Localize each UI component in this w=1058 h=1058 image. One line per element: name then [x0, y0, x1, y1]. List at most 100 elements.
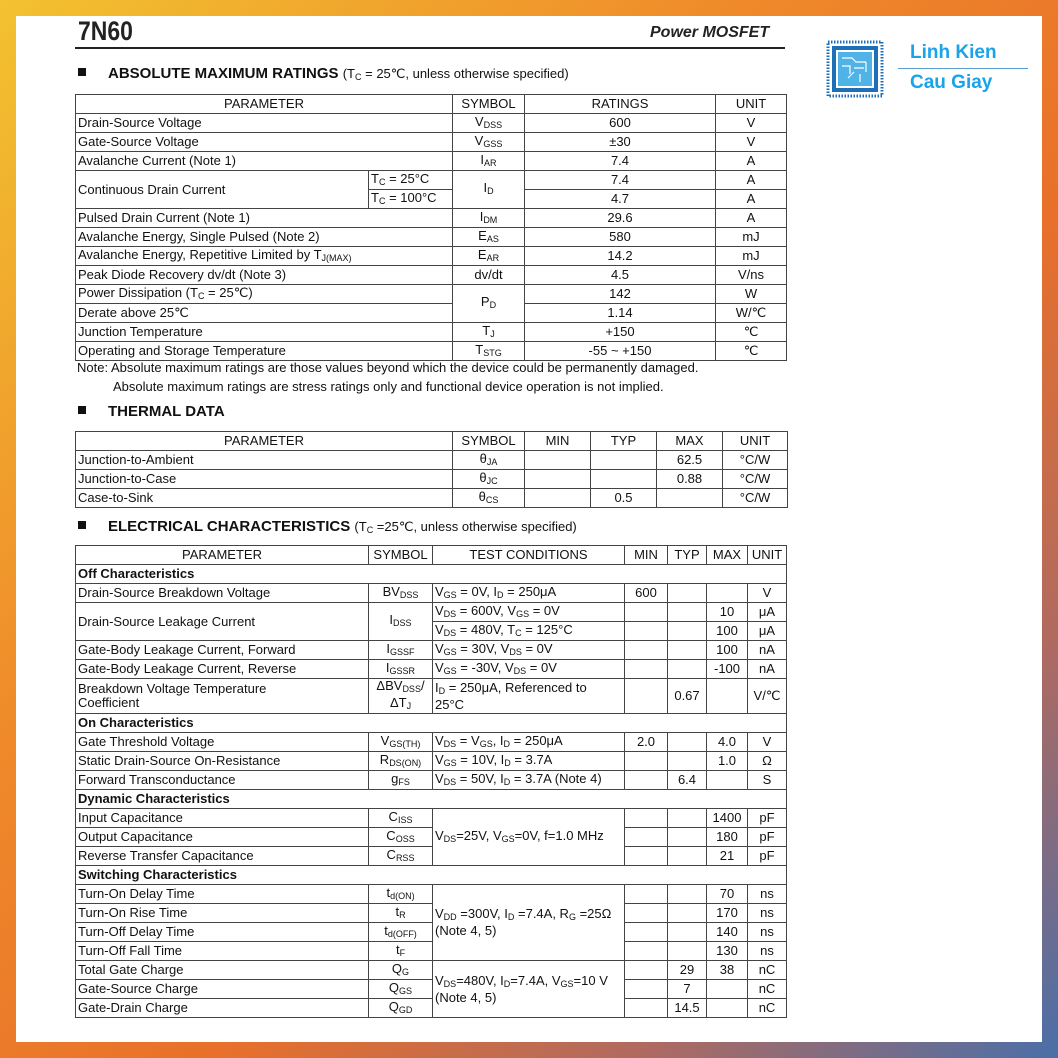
table-cell: S — [747, 770, 787, 790]
thermal-row: Case-to-Sink θCS 0.5 °C/W — [75, 488, 788, 508]
table-cell: pF — [747, 846, 787, 866]
table-cell: Input Capacitance — [75, 808, 369, 828]
electrical-row: Static Drain-Source On-Resistance RDS(ON)… — [75, 751, 787, 771]
table-cell: Derate above 25℃ — [75, 303, 453, 323]
table-cell: ±30 — [524, 132, 716, 152]
bullet-square-icon — [78, 521, 86, 529]
table-cell: 62.5 — [656, 450, 723, 470]
table-cell: VDD =300V, ID =7.4A, RG =25Ω (Note 4, 5) — [432, 884, 625, 961]
table-cell: μA — [747, 621, 787, 641]
table-cell — [624, 998, 668, 1018]
table-cell — [706, 979, 748, 999]
table-cell: QG — [368, 960, 433, 980]
table-cell: V — [715, 113, 787, 133]
ratings-row: Pulsed Drain Current (Note 1) IDM 29.6 A — [75, 208, 787, 228]
table-cell — [667, 751, 707, 771]
group-label: Off Characteristics — [75, 564, 787, 584]
table-cell: RDS(ON) — [368, 751, 433, 771]
table-cell: VDS=25V, VGS=0V, f=1.0 MHz — [432, 808, 625, 866]
table-cell — [667, 884, 707, 904]
chip-logo-icon — [826, 40, 884, 98]
group-label: Switching Characteristics — [75, 865, 787, 885]
table-cell — [590, 450, 657, 470]
table-cell: 140 — [706, 922, 748, 942]
table-cell: VGS = 0V, ID = 250μA — [432, 583, 625, 603]
brand-logo: Linh Kien Cau Giay — [824, 38, 1034, 108]
column-header: TEST CONDITIONS — [432, 545, 625, 565]
bullet-square-icon — [78, 406, 86, 414]
table-cell: 600 — [624, 583, 668, 603]
table-cell: A — [715, 189, 787, 209]
electrical-header-row: PARAMETER SYMBOL TEST CONDITIONS MIN TYP MAX U… — [75, 545, 787, 565]
table-cell: Gate-Source Voltage — [75, 132, 453, 152]
table-cell: IAR — [452, 151, 525, 171]
table-cell: Breakdown Voltage Temperature Coefficient — [75, 678, 369, 714]
table-cell: Turn-Off Fall Time — [75, 941, 369, 961]
table-cell: IGSSR — [368, 659, 433, 679]
table-cell: Junction Temperature — [75, 322, 453, 342]
table-cell: +150 — [524, 322, 716, 342]
table-cell — [667, 732, 707, 752]
column-header: MAX — [656, 431, 723, 451]
table-cell: 7.4 — [524, 151, 716, 171]
table-cell: 0.5 — [590, 488, 657, 508]
electrical-row: Gate Threshold Voltage VGS(TH) VDS = VGS, … — [75, 732, 787, 752]
electrical-group-row: Dynamic Characteristics — [75, 789, 787, 809]
table-cell: 130 — [706, 941, 748, 961]
table-cell: Turn-On Delay Time — [75, 884, 369, 904]
table-cell: W/℃ — [715, 303, 787, 323]
table-cell: A — [715, 151, 787, 171]
table-cell: IDM — [452, 208, 525, 228]
table-cell: nC — [747, 979, 787, 999]
table-cell — [706, 770, 748, 790]
table-cell: A — [715, 170, 787, 190]
table-cell: PD — [452, 284, 525, 323]
ratings-row: Derate above 25℃ 1.14 W/℃ — [75, 303, 787, 323]
table-cell: V/ns — [715, 265, 787, 285]
table-cell — [624, 979, 668, 999]
table-cell: ns — [747, 922, 787, 942]
column-header: SYMBOL — [452, 431, 525, 451]
table-cell: Gate-Source Charge — [75, 979, 369, 999]
table-cell: VGSS — [452, 132, 525, 152]
column-header: TYP — [667, 545, 707, 565]
table-cell: Avalanche Current (Note 1) — [75, 151, 453, 171]
table-cell: Static Drain-Source On-Resistance — [75, 751, 369, 771]
table-cell: Power Dissipation (TC = 25℃) — [75, 284, 453, 304]
table-cell — [590, 469, 657, 489]
table-cell — [667, 640, 707, 660]
table-cell: nC — [747, 960, 787, 980]
table-cell: Drain-Source Leakage Current — [75, 602, 369, 641]
table-cell — [706, 678, 748, 714]
table-cell: ID = 250μA, Referenced to 25°C — [432, 678, 625, 714]
table-cell — [667, 621, 707, 641]
thermal-data-table: PARAMETER SYMBOL MIN TYP MAX UNIT Junction-to-… — [75, 431, 788, 508]
table-cell: 38 — [706, 960, 748, 980]
absolute-max-ratings-table: PARAMETER SYMBOL RATINGS UNIT Drain-Source V… — [75, 94, 787, 361]
table-cell — [706, 583, 748, 603]
table-cell: 70 — [706, 884, 748, 904]
table-cell — [656, 488, 723, 508]
table-cell — [667, 827, 707, 847]
table-cell: Case-to-Sink — [75, 488, 453, 508]
table-cell — [524, 469, 591, 489]
electrical-row: Input Capacitance CISS VDS=25V, VGS=0V, f=… — [75, 808, 787, 866]
table-cell: θJC — [452, 469, 525, 489]
table-cell — [667, 583, 707, 603]
table-cell: nA — [747, 640, 787, 660]
ratings-row: Drain-Source Voltage VDSS 600 V — [75, 113, 787, 133]
table-cell: 6.4 — [667, 770, 707, 790]
table-cell: Drain-Source Breakdown Voltage — [75, 583, 369, 603]
table-cell: EAR — [452, 246, 525, 266]
table-cell: Peak Diode Recovery dv/dt (Note 3) — [75, 265, 453, 285]
ratings-row: Peak Diode Recovery dv/dt (Note 3) dv/dt 4… — [75, 265, 787, 285]
table-cell: mJ — [715, 246, 787, 266]
column-header: MAX — [706, 545, 748, 565]
table-cell: VDS = 600V, VGS = 0V — [432, 602, 625, 622]
table-cell — [624, 659, 668, 679]
table-cell: tF — [368, 941, 433, 961]
table-cell: 1.14 — [524, 303, 716, 323]
ratings-row: Power Dissipation (TC = 25℃) PD 142 W — [75, 284, 787, 323]
part-number-title: 7N60 — [78, 16, 133, 46]
table-cell: 1.0 — [706, 751, 748, 771]
